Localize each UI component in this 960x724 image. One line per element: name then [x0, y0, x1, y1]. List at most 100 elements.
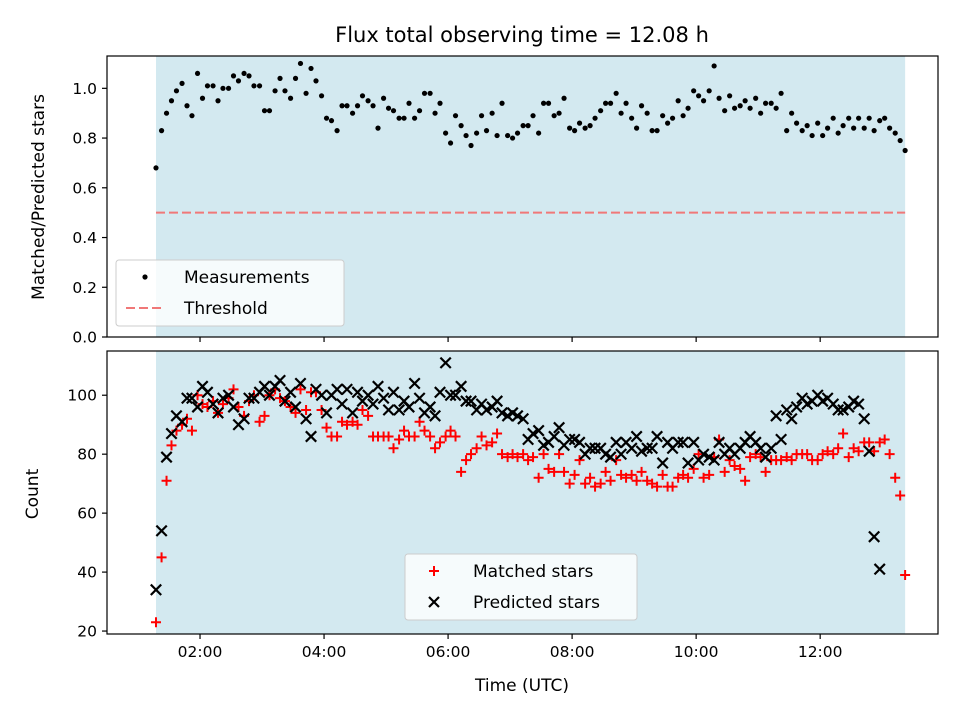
bottom-predicted-stars-point	[759, 451, 772, 464]
bottom-predicted-stars-point	[455, 380, 468, 393]
bottom-predicted-stars-point	[491, 395, 504, 408]
top-measurements-point	[452, 113, 459, 119]
bottom-predicted-stars-point	[284, 386, 297, 399]
bottom-matched-stars-point	[595, 478, 606, 489]
bottom-matched-stars-point	[698, 472, 709, 483]
bottom-matched-stars-point	[833, 443, 844, 454]
bottom-matched-stars-point	[186, 425, 197, 436]
bottom-matched-stars-point	[802, 449, 813, 460]
bottom-matched-stars-point	[843, 452, 854, 463]
top-measurements-point	[607, 100, 614, 106]
top-measurements-point	[815, 120, 821, 126]
top-measurements-point	[483, 128, 490, 134]
top-measurements-point	[603, 100, 609, 106]
top-measurements-point	[830, 115, 836, 121]
top-measurements-point	[447, 140, 454, 146]
top-measurements-point	[230, 73, 237, 79]
bottom-matched-stars-point	[828, 449, 839, 460]
top-measurements-point	[598, 108, 604, 114]
bottom-matched-stars-point	[497, 449, 508, 460]
top-measurements-point	[313, 78, 319, 84]
top-measurements-point	[297, 60, 304, 67]
bottom-legend-box	[404, 553, 638, 621]
bottom-predicted-stars-point	[444, 389, 457, 402]
top-measurements-point	[505, 132, 511, 139]
bottom-predicted-stars-point	[377, 392, 390, 405]
top-measurements-point	[427, 90, 433, 96]
bottom-matched-stars-point	[254, 416, 265, 427]
top-measurements-point	[545, 100, 552, 106]
bottom-predicted-stars-point	[563, 433, 576, 446]
bottom-y-tick-label: 80	[77, 446, 97, 464]
top-measurements-point	[194, 70, 201, 77]
bottom-matched-stars-point	[549, 466, 560, 477]
bottom-matched-stars-point	[435, 437, 446, 448]
bottom-predicted-stars-point	[274, 374, 286, 387]
top-measurements-point	[514, 130, 521, 136]
top-measurements-point	[158, 128, 165, 134]
top-measurements-point	[665, 120, 671, 126]
bottom-predicted-stars-point	[393, 403, 406, 416]
bottom-predicted-stars-point	[868, 530, 881, 543]
bottom-matched-stars-point	[233, 402, 244, 413]
top-measurements-point	[851, 125, 857, 131]
bottom-matched-stars-point	[693, 449, 704, 460]
bottom-predicted-stars-point	[207, 398, 220, 411]
bottom-predicted-stars-point	[413, 392, 426, 405]
bottom-predicted-stars-point	[315, 389, 328, 402]
bottom-matched-stars-point	[217, 399, 228, 410]
top-measurements-point	[877, 118, 883, 124]
top-measurements-point	[613, 90, 619, 96]
top-measurements-point	[660, 113, 666, 119]
bottom-matched-stars-point	[528, 452, 539, 463]
top-measurements-point	[882, 115, 888, 121]
bottom-predicted-stars-point	[449, 389, 462, 402]
top-measurements-point	[323, 115, 330, 121]
bottom-matched-stars-point	[636, 466, 647, 477]
bottom-matched-stars-point	[626, 469, 637, 480]
top-measurements-point	[318, 93, 325, 99]
top-measurements-point	[618, 110, 624, 116]
bottom-matched-stars-point	[559, 466, 570, 477]
x-tick-label: 02:00	[178, 643, 223, 661]
top-measurements-point	[390, 108, 397, 114]
top-measurements-point	[561, 95, 567, 101]
top-measurements-point	[354, 103, 361, 109]
bottom-predicted-stars-point	[176, 415, 189, 428]
top-measurements-point	[375, 125, 381, 131]
top-measurements-point	[458, 123, 464, 129]
top-measurements-point	[716, 95, 722, 101]
bottom-predicted-stars-point	[615, 448, 628, 461]
bottom-matched-stars-point	[900, 570, 911, 581]
bottom-matched-stars-point	[399, 425, 410, 436]
bottom-matched-stars-point	[471, 443, 482, 454]
bottom-predicted-stars-point	[320, 406, 333, 419]
x-tick-label: 10:00	[674, 643, 719, 661]
top-measurements-point	[846, 115, 852, 121]
top-measurements-point	[758, 110, 764, 116]
bottom-y-tick-label: 100	[67, 387, 97, 405]
x-tick-label: 04:00	[302, 643, 347, 661]
bottom-predicted-stars-point	[517, 412, 530, 425]
bottom-matched-stars-point	[884, 449, 895, 460]
top-y-tick-label: 0.0	[72, 329, 97, 347]
top-measurements-point	[411, 115, 418, 121]
top-measurements-point	[809, 132, 815, 139]
bottom-matched-stars-point	[683, 472, 694, 483]
bottom-predicted-stars-point	[765, 442, 778, 455]
bottom-predicted-stars-point	[336, 398, 349, 411]
bottom-predicted-stars-point	[630, 430, 643, 443]
bottom-matched-stars-point	[476, 431, 487, 442]
bottom-predicted-stars-point	[408, 377, 421, 390]
top-measurements-point	[623, 100, 629, 106]
bottom-predicted-stars-point	[832, 403, 845, 416]
bottom-matched-stars-point	[445, 425, 456, 436]
top-measurements-point	[649, 128, 655, 134]
bottom-predicted-stars-point	[429, 409, 442, 422]
bottom-predicted-stars-point	[708, 454, 721, 467]
top-measurements-point	[261, 108, 268, 114]
bottom-predicted-stars-point	[403, 401, 415, 413]
top-measurements-point	[567, 125, 573, 131]
bottom-matched-stars-point	[341, 419, 352, 430]
bottom-predicted-stars-point	[785, 412, 798, 425]
